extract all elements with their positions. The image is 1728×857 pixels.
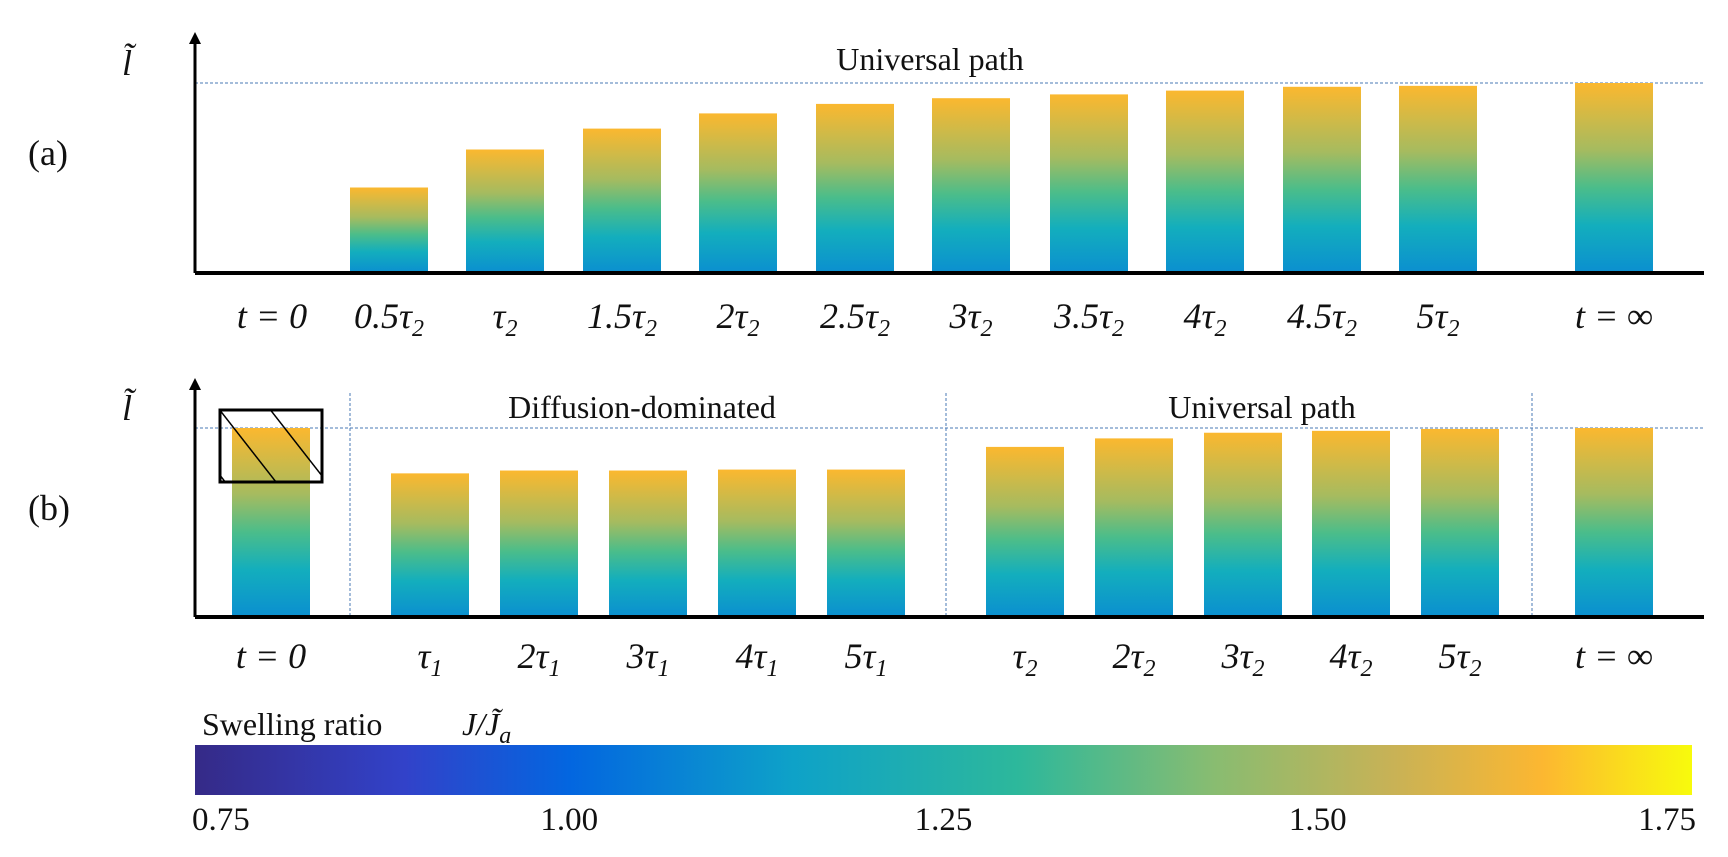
bar-a-5 [816,103,894,274]
bar-b-9 [1312,430,1390,617]
tick-label: 4τ2 [1184,296,1227,342]
tick-label: 3τ2 [949,296,993,342]
bar-a-9 [1283,86,1361,273]
tick-label: 0.5τ2 [354,296,424,342]
bar-a-8 [1166,90,1244,273]
y-axis-arrow [189,32,201,44]
colorbar-gradient [195,745,1692,795]
tick-label: 1.5τ2 [587,296,657,342]
tick-label: 2τ2 [1113,636,1156,682]
tick-label: t = 0 [236,636,306,676]
bar-a-6 [932,98,1010,273]
bar-a-10 [1399,85,1477,273]
bar-a-7 [1050,94,1128,274]
colorbar-title: Swelling ratio [202,706,382,742]
colorbar-tick-label: 1.50 [1289,802,1347,838]
tick-label: 5τ2 [1417,296,1460,342]
tick-label: 2τ1 [518,636,561,682]
bar-b-5 [827,469,905,617]
panel-b-ylabel: l̃ [122,388,137,428]
tick-label: τ1 [418,636,443,682]
tick-label: 3τ1 [626,636,670,682]
tick-label: 4τ1 [736,636,779,682]
colorbar-tick-label: 0.75 [192,802,250,838]
panel-a-ylabel: l̃ [122,43,137,83]
annotation: Universal path [1168,389,1356,425]
colorbar-tick-label: 1.25 [915,802,973,838]
tick-label: 3.5τ2 [1053,296,1124,342]
bar-b-8 [1204,432,1282,617]
bar-b-10 [1421,428,1499,617]
tick-label: τ2 [1013,636,1038,682]
tick-label: τ2 [493,296,518,342]
panel-b-label: (b) [28,488,70,528]
annotation: Diffusion-dominated [508,389,776,425]
colorbar-title-math: J/J̃a [462,706,511,749]
panel-a-plot: Universal path t = 0 0.5τ2 τ2 1.5τ2 2τ2 2.5τ2 3… [189,32,1704,342]
colorbar-title-math-sub: a [499,723,511,749]
tick-label: 2.5τ2 [820,296,890,342]
bar-a-3 [583,128,661,273]
bar-a-2 [466,149,544,273]
panel-b-plot: Diffusion-dominated Universal path t = 0 τ1… [189,378,1704,682]
tick-label: 3τ2 [1221,636,1265,682]
colorbar-title-math-main: J/J̃ [462,706,503,742]
bar-b-1 [391,473,469,617]
tick-label: t = 0 [237,296,307,336]
tick-label: 2τ2 [717,296,760,342]
bar-a-1 [350,187,428,273]
colorbar-tick-label: 1.00 [540,802,598,838]
tick-label: t = ∞ [1575,296,1653,336]
bar-b-3 [609,470,687,617]
bar-b-6 [986,446,1064,617]
colorbar-tick-label: 1.75 [1638,802,1696,838]
colorbar: Swelling ratio J/J̃a 0.75 1.00 1.25 1.50 1.7… [192,706,1696,838]
tick-label: 5τ2 [1439,636,1482,682]
bar-b-7 [1095,438,1173,617]
initial-state-hatch-box [218,408,324,484]
bar-b-11 [1575,428,1653,617]
bar-a-4 [699,113,777,274]
y-axis-arrow [189,378,201,390]
tick-label: 4τ2 [1330,636,1373,682]
tick-label: 4.5τ2 [1287,296,1357,342]
panel-a-label: (a) [28,133,68,173]
bar-b-4 [718,469,796,617]
tick-label: 5τ1 [845,636,888,682]
annotation: Universal path [836,41,1024,77]
tick-label: t = ∞ [1575,636,1653,676]
bar-a-11 [1575,83,1653,273]
bar-b-2 [500,470,578,617]
